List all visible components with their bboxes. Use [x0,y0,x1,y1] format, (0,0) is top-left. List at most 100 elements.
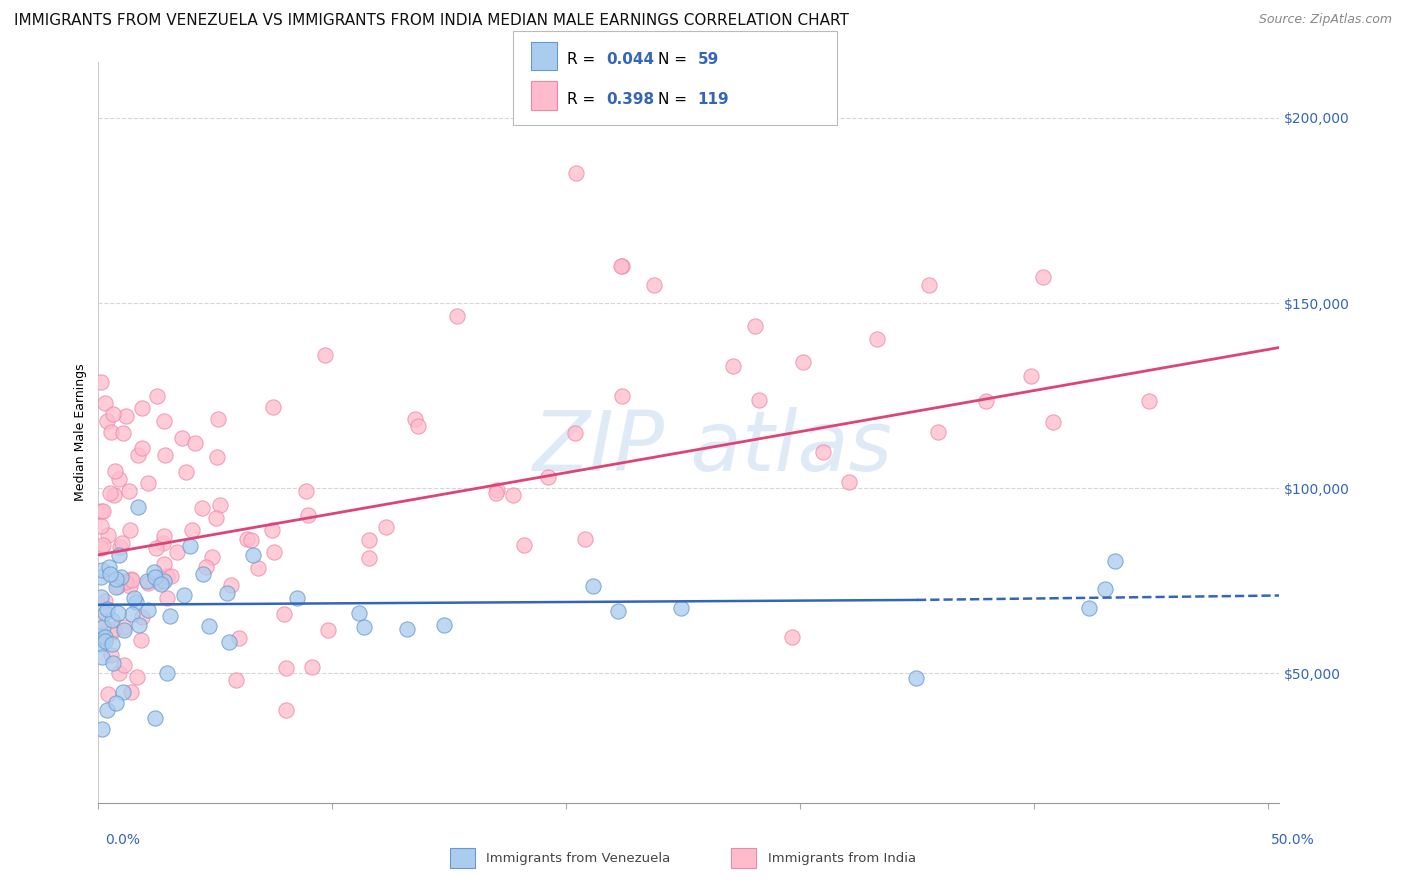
Point [1032,270,1054,285]
Point [112,685,135,699]
Point [643,277,665,292]
Point [486,483,509,498]
Point [1021,368,1043,383]
Text: R =: R = [567,52,600,67]
Text: IMMIGRANTS FROM VENEZUELA VS IMMIGRANTS FROM INDIA MEDIAN MALE EARNINGS CORRELAT: IMMIGRANTS FROM VENEZUELA VS IMMIGRANTS … [14,13,849,29]
Point [179,539,201,553]
Text: Immigrants from Venezuela: Immigrants from Venezuela [486,852,671,864]
Point [612,389,634,403]
Point [721,359,744,374]
Point [159,609,181,624]
Point [184,435,207,450]
Point [101,637,124,651]
Point [94,634,117,648]
Point [285,591,308,605]
Point [918,278,941,293]
Point [156,591,179,606]
Point [96,703,118,717]
Point [581,579,603,593]
Point [153,449,176,463]
Point [180,524,202,538]
Point [108,666,131,681]
Point [94,593,117,607]
Point [153,529,176,543]
Point [811,445,834,459]
Point [104,696,127,710]
Point [112,620,135,634]
Point [114,574,136,589]
Point [314,348,336,362]
Point [148,575,170,590]
Point [125,595,148,609]
Point [122,591,145,605]
Point [101,656,124,670]
Point [152,557,174,571]
Point [205,450,228,465]
Point [153,574,176,589]
Point [1094,582,1116,596]
Point [502,487,524,501]
Point [96,602,118,616]
Point [744,319,766,334]
Point [108,540,131,554]
Point [108,548,131,562]
Point [318,623,340,637]
Point [564,425,586,440]
Point [101,407,124,421]
Point [406,419,429,434]
Point [201,549,224,564]
Point [136,576,159,591]
Point [135,574,157,588]
Point [90,541,112,555]
Point [174,465,197,479]
Point [228,631,250,645]
Point [207,411,229,425]
Point [866,332,889,346]
Point [121,573,143,587]
Point [359,533,381,547]
Point [143,570,166,584]
Point [166,544,188,558]
Point [129,633,152,648]
Point [780,630,803,644]
Point [221,578,243,592]
Point [446,310,468,324]
Text: 119: 119 [697,92,728,107]
Point [156,569,179,583]
Point [191,501,214,516]
Point [484,486,506,500]
Point [120,578,142,592]
Point [294,483,316,498]
Point [218,634,240,648]
Point [274,703,297,717]
Point [537,469,560,483]
Point [143,565,166,579]
Point [90,637,112,651]
Point [263,545,285,559]
Point [127,670,149,684]
Point [115,409,138,423]
Point [131,401,153,416]
Point [118,483,141,498]
Point [90,570,112,584]
Point [273,607,295,622]
Point [236,532,259,546]
Text: 50.0%: 50.0% [1271,833,1315,847]
Point [748,392,770,407]
Text: N =: N = [658,52,692,67]
Text: 0.0%: 0.0% [105,833,141,847]
Point [91,620,114,634]
Point [149,577,172,591]
Point [143,711,166,725]
Point [357,551,380,566]
Point [606,604,628,618]
Text: 59: 59 [697,52,718,67]
Point [105,572,128,586]
Point [145,541,167,556]
Point [91,504,114,518]
Point [91,649,114,664]
Point [101,624,124,639]
Point [260,523,283,537]
Point [160,569,183,583]
Point [91,563,114,577]
